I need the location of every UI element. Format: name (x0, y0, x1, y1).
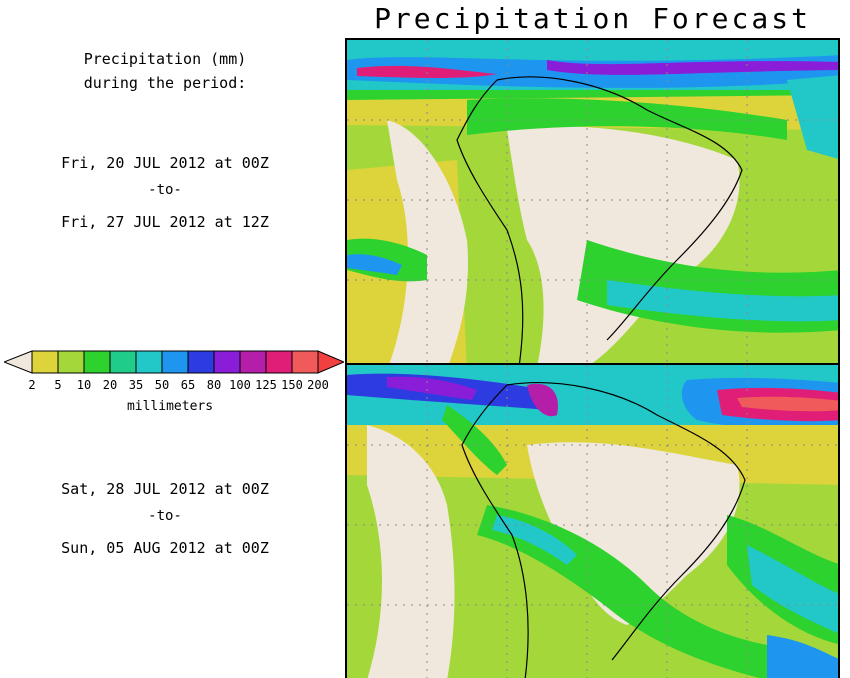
legend-swatch (109, 350, 137, 374)
period1-end: Fri, 27 JUL 2012 at 12Z (61, 213, 269, 231)
legend-tick-label: 50 (154, 378, 170, 392)
legend-high-arrow (317, 350, 344, 374)
legend-units: millimeters (126, 399, 214, 414)
legend-tick-label: 20 (102, 378, 118, 392)
forecast-map-period2 (345, 363, 840, 678)
color-legend (4, 350, 344, 374)
header-line-2: during the period: (83, 74, 247, 92)
legend-tick-label: 80 (206, 378, 222, 392)
forecast-map-period1 (345, 38, 840, 365)
legend-ticks: 2 5 10 20 35 50 65 80 100 125 150 200 (0, 378, 340, 394)
legend-tick-label: 200 (307, 378, 329, 392)
legend-swatch (135, 350, 163, 374)
legend-tick-label: 35 (128, 378, 144, 392)
legend-swatch (187, 350, 215, 374)
legend-swatch (57, 350, 85, 374)
legend-tick-label: 125 (255, 378, 277, 392)
period1-separator: -to- (148, 182, 182, 198)
legend-low-arrow (4, 350, 33, 374)
legend-tick-label: 65 (180, 378, 196, 392)
map-period2-graphic (347, 365, 838, 678)
legend-swatch (31, 350, 59, 374)
legend-swatch (265, 350, 293, 374)
header-line-1: Precipitation (mm) (83, 50, 247, 68)
legend-tick-label: 5 (54, 378, 62, 392)
legend-tick-label: 10 (76, 378, 92, 392)
chart-title: Precipitation Forecast (374, 2, 811, 35)
legend-swatch (291, 350, 319, 374)
period2-start: Sat, 28 JUL 2012 at 00Z (61, 480, 269, 498)
legend-tick-label: 100 (229, 378, 251, 392)
legend-swatch (161, 350, 189, 374)
period2-end: Sun, 05 AUG 2012 at 00Z (61, 539, 269, 557)
legend-swatch (213, 350, 241, 374)
legend-tick-label: 150 (281, 378, 303, 392)
legend-tick-label: 2 (28, 378, 36, 392)
period2-separator: -to- (148, 508, 182, 524)
map-period1-graphic (347, 40, 838, 363)
legend-swatch (239, 350, 267, 374)
legend-swatch (83, 350, 111, 374)
period1-start: Fri, 20 JUL 2012 at 00Z (61, 154, 269, 172)
